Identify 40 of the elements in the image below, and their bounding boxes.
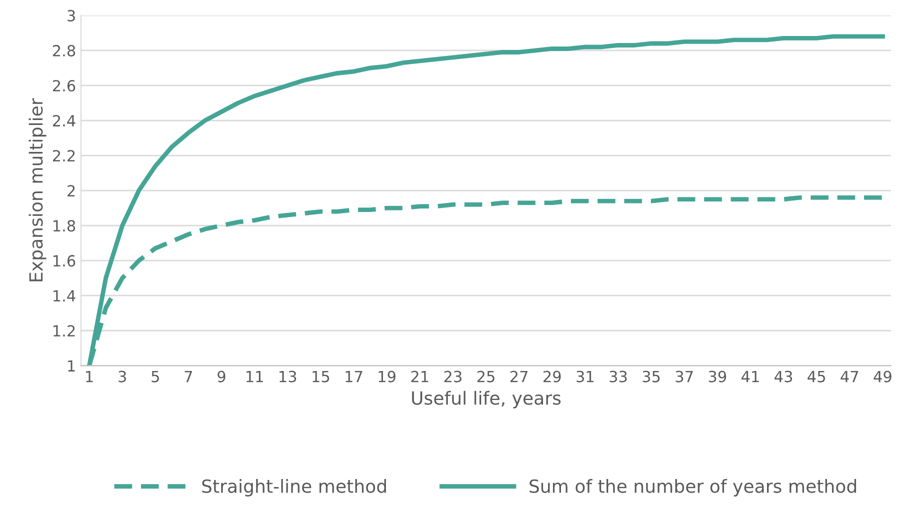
x-tick-label: 47: [840, 370, 858, 382]
x-tick-label: 3: [118, 370, 126, 382]
y-tick-label: 2.4: [52, 114, 76, 126]
x-tick-label: 25: [477, 370, 494, 382]
x-tick-label: 29: [544, 370, 561, 382]
x-tick-label: 5: [152, 370, 159, 382]
x-tick-label: 35: [642, 370, 660, 382]
y-tick-label: 2: [68, 185, 75, 196]
legend-label: Sum of the number of years method: [530, 479, 856, 496]
x-tick-label: 13: [280, 370, 296, 382]
x-tick-label: 19: [378, 370, 396, 382]
y-tick-label: 3: [68, 10, 75, 22]
y-tick-label: 2.6: [52, 80, 76, 92]
y-tick-label: 1.6: [54, 255, 76, 267]
x-tick-label: 11: [246, 370, 263, 382]
y-tick-label: 1.4: [54, 290, 76, 302]
y-tick-label: 1.2: [54, 325, 75, 336]
x-tick-label: 23: [444, 370, 462, 382]
x-tick-label: 37: [676, 370, 693, 382]
y-tick-label: 2.8: [52, 44, 76, 56]
legend-label: Straight-line method: [202, 479, 386, 496]
x-axis-title: Useful life, years: [412, 390, 561, 408]
x-tick-label: 15: [312, 370, 330, 382]
x-tick-label: 9: [218, 370, 226, 382]
x-tick-label: 1: [86, 370, 93, 382]
x-tick-label: 17: [346, 370, 362, 382]
x-tick-label: 21: [411, 370, 428, 382]
x-tick-label: 27: [510, 370, 528, 382]
x-tick-label: 45: [808, 370, 825, 382]
x-tick-label: 43: [774, 370, 792, 382]
x-tick-label: 39: [708, 370, 726, 382]
x-tick-label: 33: [610, 370, 627, 382]
y-axis-title: Expansion multiplier: [28, 98, 46, 282]
x-tick-label: 41: [742, 370, 759, 382]
y-tick-label: 1: [68, 360, 75, 372]
x-tick-label: 49: [874, 370, 892, 382]
y-tick-label: 2.2: [52, 150, 75, 162]
x-tick-label: 31: [576, 370, 594, 382]
y-tick-label: 1.8: [54, 220, 76, 232]
x-tick-label: 7: [184, 370, 192, 382]
